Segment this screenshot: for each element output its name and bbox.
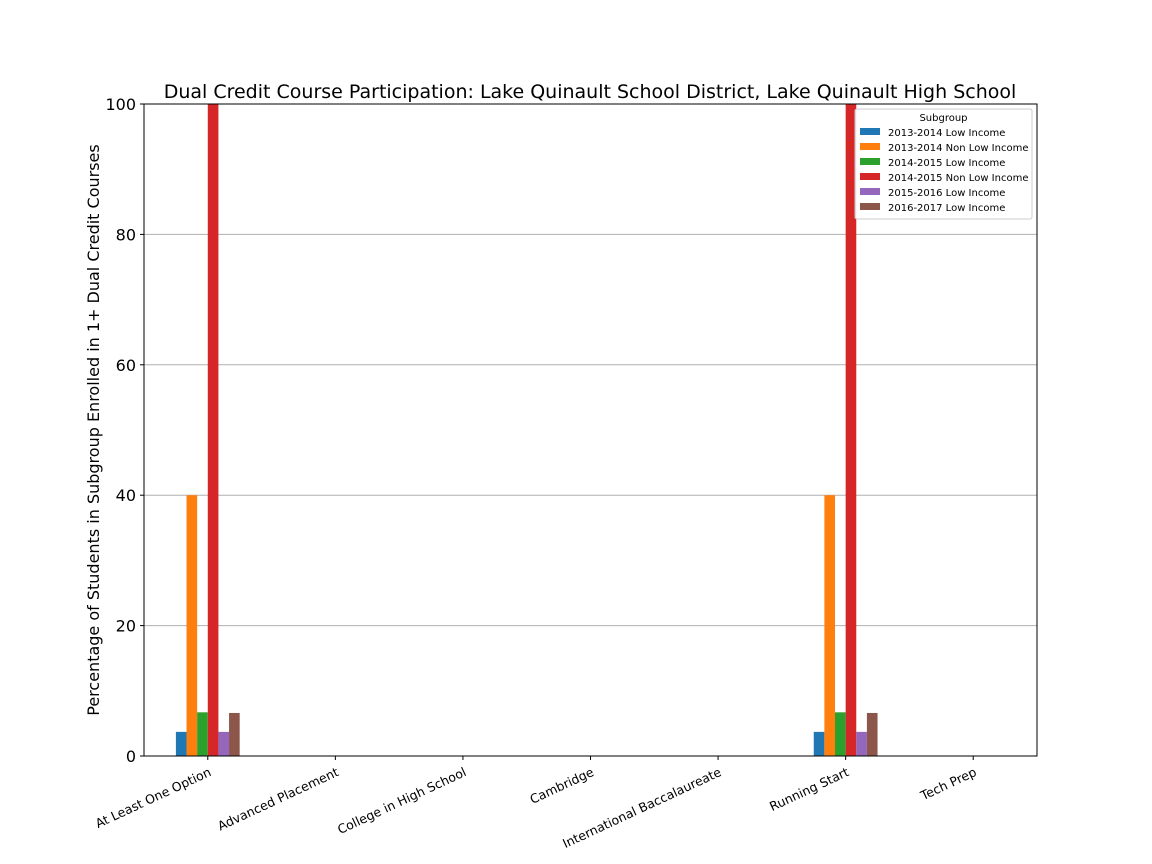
legend-swatch: [860, 173, 880, 180]
x-tick-label: Tech Prep: [917, 764, 978, 803]
x-tick-label: Advanced Placement: [215, 764, 341, 833]
y-tick-label: 100: [105, 95, 136, 114]
x-tick-label: At Least One Option: [93, 764, 213, 831]
y-axis-label: Percentage of Students in Subgroup Enrol…: [84, 144, 103, 715]
legend: Subgroup 2013-2014 Low Income 2013-2014 No…: [854, 108, 1033, 220]
bar: [207, 104, 219, 756]
x-tick-label: College in High School: [335, 764, 468, 837]
bar: [856, 731, 867, 756]
bar: [835, 712, 846, 756]
legend-label: 2014-2015 Non Low Income: [888, 173, 1028, 184]
bar: [229, 712, 240, 756]
legend-label: 2013-2014 Low Income: [888, 128, 1005, 139]
x-tick-label: Running Start: [767, 764, 851, 814]
y-tick-label: 40: [116, 486, 136, 505]
y-tick-label: 0: [126, 747, 136, 766]
y-axis-ticks: 0 20 40 60 80 100: [105, 95, 144, 766]
bar: [813, 731, 825, 756]
bars: [175, 104, 878, 756]
legend-swatch: [860, 143, 880, 150]
x-tick-label: Cambridge: [527, 764, 596, 807]
y-tick-label: 20: [116, 617, 136, 636]
legend-swatch: [860, 158, 880, 165]
y-tick-label: 80: [116, 225, 136, 244]
legend-box: [854, 108, 1033, 220]
bar: [824, 495, 836, 756]
bar: [186, 495, 198, 756]
bar: [218, 731, 230, 756]
legend-swatch: [860, 203, 880, 210]
y-tick-label: 60: [116, 356, 136, 375]
legend-label: 2013-2014 Non Low Income: [888, 143, 1028, 154]
x-axis-ticks: At Least One Option Advanced PlacementCol…: [93, 756, 979, 851]
bar: [197, 712, 208, 756]
legend-swatch: [860, 128, 880, 135]
legend-swatch: [860, 188, 880, 195]
chart-title: Dual Credit Course Participation: Lake Q…: [164, 81, 1017, 103]
bar: [845, 104, 857, 756]
legend-title: Subgroup: [919, 113, 967, 124]
legend-label: 2015-2016 Low Income: [888, 188, 1005, 199]
legend-label: 2016-2017 Low Income: [888, 203, 1005, 214]
legend-label: 2014-2015 Low Income: [888, 158, 1005, 169]
bar: [866, 712, 878, 756]
bar: [175, 731, 187, 756]
grid-lines: [144, 233, 1037, 627]
